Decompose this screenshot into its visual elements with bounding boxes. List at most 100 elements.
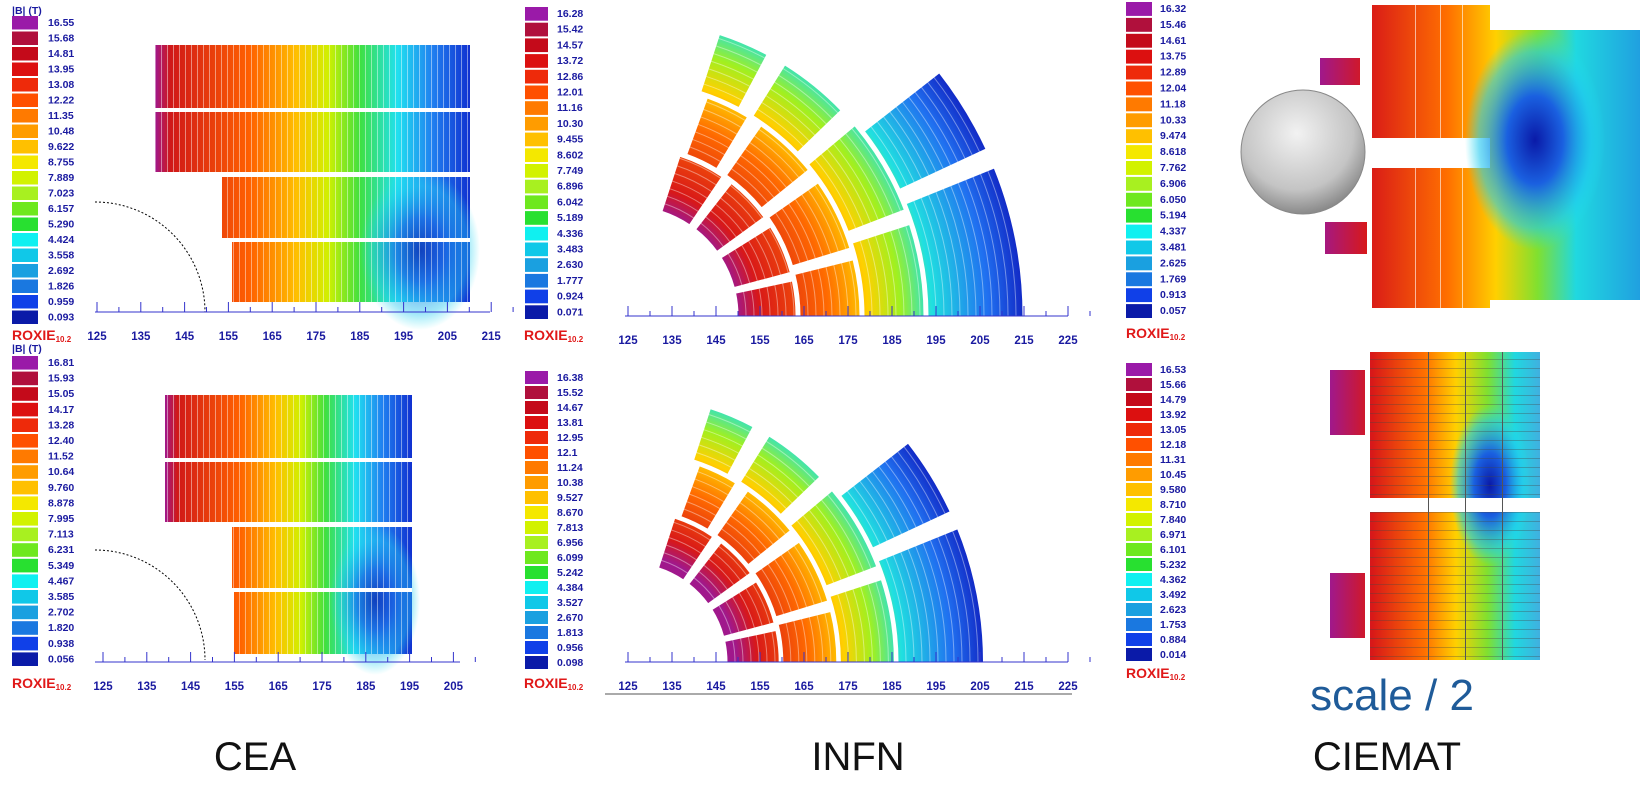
turn-line: [781, 207, 809, 262]
legend-swatch: [525, 179, 548, 194]
ciemat-top-coil: [1240, 5, 1640, 308]
turn-line: [698, 570, 722, 595]
tick-label: 215: [1014, 681, 1034, 693]
legend-swatch: [1126, 145, 1152, 159]
legend-swatch: [525, 506, 548, 519]
tick-label: 185: [350, 331, 370, 343]
legend-swatch: [1126, 304, 1152, 318]
legend-value: 3.585: [48, 591, 74, 603]
coil-block: [657, 517, 714, 581]
tick-label: 225: [1058, 681, 1078, 693]
turn-line: [814, 184, 847, 250]
legend-swatch: [1126, 468, 1152, 481]
coil-block: [777, 610, 838, 663]
legend-swatch: [1126, 558, 1152, 571]
turn-line: [788, 203, 816, 259]
legend-value: 13.75: [1160, 51, 1186, 63]
legend-swatch: [1126, 176, 1152, 191]
legend-swatch: [12, 402, 38, 417]
turn-line: [942, 188, 969, 317]
turn-line: [897, 451, 939, 518]
roxie-version: 10.2: [56, 683, 72, 692]
coil-block: [851, 223, 925, 317]
infn-coil: [661, 33, 1024, 317]
legend-swatch: [1126, 408, 1152, 421]
legend-swatch: [525, 566, 548, 579]
tick-label: 205: [970, 681, 990, 693]
tick-label: 185: [882, 681, 902, 693]
legend-value: 7.023: [48, 188, 74, 200]
roxie-logo: ROXIE10.2: [524, 327, 584, 344]
tick-label: 175: [312, 681, 332, 693]
legend-swatch: [525, 22, 548, 37]
legend-value: 1.777: [557, 275, 583, 287]
legend-swatch: [525, 211, 548, 225]
legend-value: 13.28: [48, 419, 74, 431]
legend-swatch: [1126, 588, 1152, 601]
coil-block: [790, 490, 878, 587]
legend-value: 12.1: [557, 447, 578, 459]
legend-value: 2.692: [48, 265, 74, 277]
legend-value: 8.602: [557, 149, 583, 161]
turn-line: [907, 548, 931, 663]
legend-swatch: [1126, 113, 1152, 128]
legend-swatch: [1126, 224, 1152, 239]
legend-swatch: [1126, 483, 1152, 496]
legend-value: 3.527: [557, 597, 583, 609]
legend-swatch: [1126, 363, 1152, 376]
turn-line: [867, 237, 881, 317]
turn-line: [987, 170, 1017, 317]
legend-swatch: [1126, 272, 1152, 287]
legend-value: 8.755: [48, 157, 74, 169]
turn-line: [700, 436, 740, 454]
legend-value: 10.30: [557, 118, 583, 130]
turn-line: [660, 559, 689, 574]
legend-value: 6.042: [557, 196, 583, 208]
legend-value: 2.630: [557, 259, 583, 271]
turn-line: [808, 509, 850, 578]
legend-value: 6.099: [557, 552, 583, 564]
legend-value: 5.242: [557, 567, 583, 579]
turn-line: [793, 545, 823, 603]
field-maps: [94, 5, 1640, 695]
turn-line: [738, 592, 756, 629]
turn-line: [689, 146, 721, 163]
roxie-brand: ROXIE: [12, 675, 56, 691]
legend-value: 16.53: [1160, 364, 1186, 376]
turn-line: [715, 45, 762, 66]
legend-swatch: [1126, 192, 1152, 207]
legend-swatch: [12, 78, 38, 92]
turn-line: [752, 583, 771, 625]
coil-block: [724, 629, 780, 663]
legend-swatch: [525, 85, 548, 100]
turn-line: [773, 81, 827, 125]
tick-label: 175: [838, 335, 858, 347]
turn-line: [874, 235, 889, 317]
legend-swatch: [1126, 288, 1152, 303]
roxie-version: 10.2: [568, 335, 584, 344]
cea-top-coil: [94, 45, 480, 330]
legend-value: 5.194: [1160, 210, 1186, 222]
legend-swatch: [1126, 528, 1152, 541]
legend-swatch: [525, 7, 548, 21]
roxie-version: 10.2: [56, 335, 72, 344]
legend-value: 0.093: [48, 312, 74, 324]
tick-label: 165: [794, 681, 814, 693]
tick-label: 155: [750, 681, 770, 693]
turn-line: [878, 465, 917, 528]
legend-value: 16.81: [48, 357, 74, 369]
legend-value: 11.31: [1160, 454, 1186, 466]
turn-line: [801, 194, 832, 255]
legend-value: 13.72: [557, 55, 583, 67]
turn-line: [761, 101, 810, 142]
tick-label: 155: [750, 335, 770, 347]
coil-block: [720, 226, 791, 289]
tick-label: 135: [131, 331, 151, 343]
legend-swatch: [12, 93, 38, 107]
legend-swatch: [12, 248, 38, 262]
turn-line: [731, 596, 748, 631]
legend-swatch: [12, 171, 38, 185]
tick-label: 205: [438, 331, 458, 343]
turn-line: [683, 508, 713, 523]
